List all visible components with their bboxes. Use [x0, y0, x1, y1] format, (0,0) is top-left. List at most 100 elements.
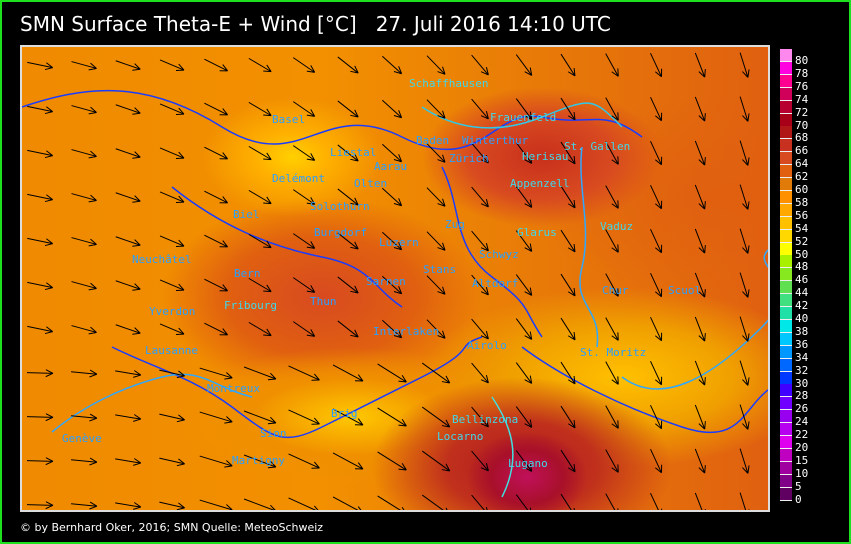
wind-arrow — [159, 501, 185, 510]
wind-arrow — [421, 450, 451, 472]
wind-arrow — [739, 492, 750, 510]
legend-label: 50 — [795, 247, 809, 261]
wind-arrow — [515, 186, 533, 208]
legend-swatch — [780, 229, 792, 243]
city-label: Sion — [260, 427, 287, 440]
city-label: Olten — [354, 177, 388, 190]
legend-label: 38 — [795, 324, 809, 338]
river-line — [171, 186, 403, 308]
legend-label: 28 — [795, 389, 809, 403]
wind-arrow — [560, 273, 576, 297]
wind-arrow — [560, 449, 576, 473]
legend-swatch — [780, 487, 792, 501]
wind-arrow — [694, 316, 706, 342]
legend-label: 60 — [795, 183, 809, 196]
wind-arrow — [515, 494, 532, 510]
wind-arrow — [199, 499, 233, 510]
wind-arrow — [694, 52, 706, 78]
city-label: Martigny — [232, 454, 285, 467]
city-label: Burgdorf — [314, 226, 367, 239]
wind-arrow — [27, 105, 54, 115]
legend-label: 66 — [795, 144, 809, 158]
legend-swatch — [780, 152, 792, 166]
wind-arrow — [515, 98, 533, 120]
wind-arrow — [605, 185, 619, 209]
city-label: Solothurn — [310, 200, 370, 213]
city-label: Biel — [233, 208, 260, 221]
wind-arrow — [337, 56, 359, 74]
wind-arrow — [515, 318, 533, 340]
city-label: Schaffhausen — [409, 77, 489, 90]
wind-arrow — [560, 317, 576, 341]
wind-arrow — [426, 143, 446, 163]
wind-arrow — [27, 193, 54, 203]
city-label: St. Gallen — [564, 140, 631, 153]
wind-arrow — [159, 59, 185, 71]
legend-swatch — [780, 126, 792, 140]
wind-arrow — [204, 146, 228, 160]
wind-arrow — [739, 448, 750, 474]
legend-swatch — [780, 461, 792, 475]
legend-label: 80 — [795, 54, 809, 67]
river-line — [621, 249, 768, 390]
legend-label: 34 — [795, 350, 809, 364]
city-label: Chur — [602, 284, 629, 297]
wind-arrow — [377, 495, 405, 510]
city-label: Baden — [416, 134, 450, 147]
wind-arrow — [292, 233, 316, 249]
wind-arrow — [605, 317, 619, 341]
legend-label: 72 — [795, 105, 809, 119]
legend-swatch — [780, 242, 792, 256]
city-label: Montreux — [207, 382, 260, 395]
wind-arrow — [739, 52, 750, 78]
wind-arrow — [650, 273, 663, 298]
legend-swatch — [780, 474, 792, 488]
wind-arrow — [159, 457, 185, 467]
city-label: Lausanne — [145, 344, 198, 357]
wind-arrow — [515, 142, 533, 164]
wind-arrow — [26, 369, 54, 378]
wind-arrow — [204, 58, 228, 72]
wind-arrow — [243, 454, 277, 469]
legend-label: 52 — [795, 234, 809, 248]
wind-arrow — [115, 324, 141, 335]
wind-arrow — [426, 275, 446, 295]
wind-arrow — [650, 141, 663, 166]
wind-arrow — [377, 407, 407, 427]
city-label: Herisau — [522, 150, 569, 163]
legend-label: 62 — [795, 170, 809, 184]
wind-arrow — [115, 60, 141, 71]
wind-arrow — [382, 187, 403, 207]
legend-swatch — [780, 384, 792, 398]
wind-arrow — [694, 360, 706, 386]
legend-swatch — [780, 281, 792, 295]
wind-arrow — [382, 231, 403, 251]
legend-swatch — [780, 74, 792, 88]
color-legend: 80 78 76 74 72 70 68 66 64 62 60 58 56 54 52 50 48 46 44 42… — [780, 45, 840, 515]
legend-label: 20 — [795, 441, 809, 454]
wind-arrow — [515, 230, 533, 252]
wind-arrow — [115, 280, 141, 291]
city-label: Luzern — [379, 236, 419, 249]
city-label: Stans — [423, 263, 457, 276]
wind-arrow — [71, 281, 97, 291]
wind-arrow — [694, 492, 706, 510]
wind-arrow — [605, 449, 619, 473]
wind-arrow — [337, 276, 359, 294]
legend-label: 24 — [795, 415, 809, 429]
wind-arrow — [248, 233, 272, 249]
wind-arrow — [739, 316, 750, 342]
city-label: Liestal — [330, 146, 377, 159]
wind-arrow — [382, 275, 403, 295]
wind-arrow — [71, 149, 97, 159]
legend-swatch — [780, 345, 792, 359]
footer-credit: © by Bernhard Oker, 2016; SMN Quelle: Me… — [20, 521, 324, 534]
legend-swatch — [780, 307, 792, 320]
wind-arrow — [650, 449, 663, 474]
legend-swatch — [780, 100, 792, 114]
legend-swatch — [780, 423, 792, 437]
city-label: Appenzell — [510, 177, 570, 190]
wind-arrow — [248, 189, 272, 205]
wind-arrow — [71, 457, 98, 466]
